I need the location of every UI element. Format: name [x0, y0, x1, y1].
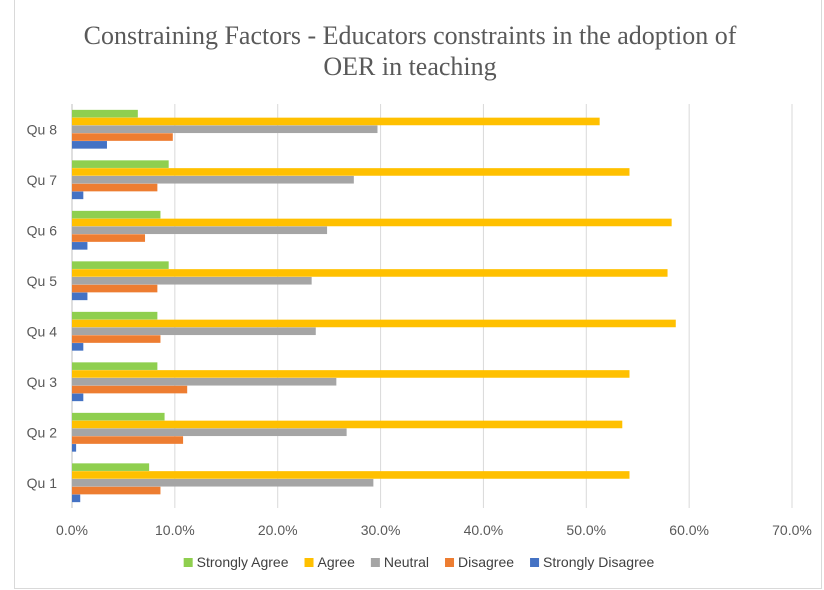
legend-item: Strongly Disagree: [530, 554, 655, 570]
bar-strongly-agree: [72, 261, 169, 269]
bar-strongly-disagree: [72, 191, 84, 200]
bar-neutral: [72, 276, 312, 285]
x-tick-label: 70.0%: [772, 522, 812, 538]
legend-label: Disagree: [458, 554, 514, 570]
bar-strongly-disagree: [72, 494, 81, 503]
legend-swatch: [183, 558, 193, 567]
legend-label: Strongly Disagree: [543, 554, 654, 570]
bar-neutral: [72, 125, 378, 134]
x-tick-label: 50.0%: [566, 522, 606, 538]
legend-swatch: [445, 558, 455, 567]
legend-item: Strongly Agree: [183, 554, 289, 570]
legend-swatch: [304, 558, 314, 567]
legend-item: Neutral: [370, 554, 429, 570]
y-tick-label: Qu 7: [27, 172, 58, 188]
bar-neutral: [72, 226, 328, 235]
bar-agree: [72, 471, 630, 479]
gridlines: [71, 104, 793, 508]
bar-disagree: [72, 486, 161, 495]
bar-agree: [72, 420, 623, 429]
bar-disagree: [72, 385, 188, 394]
bar-neutral: [72, 377, 337, 386]
chart-title: Constraining Factors - Educators constra…: [83, 21, 737, 81]
bar-agree: [72, 168, 630, 176]
bar-agree: [72, 269, 668, 277]
legend-item: Agree: [304, 554, 356, 570]
bar-strongly-disagree: [72, 444, 77, 452]
bar-strongly-agree: [72, 412, 165, 421]
legend: Strongly Agree Agree Neutral Disagree Strong…: [183, 554, 655, 570]
legend-label: Strongly Agree: [197, 554, 289, 570]
y-tick-label: Qu 4: [27, 323, 58, 339]
legend-label: Agree: [318, 554, 356, 570]
x-tick-label: 20.0%: [258, 522, 298, 538]
bar-agree: [72, 319, 676, 328]
bar-strongly-agree: [72, 109, 138, 118]
bar-neutral: [72, 428, 347, 437]
bar-agree: [72, 370, 630, 378]
y-tick-label: Qu 5: [27, 273, 58, 289]
bar-neutral: [72, 327, 316, 336]
x-axis-ticks: 0.0% 10.0% 20.0% 30.0% 40.0% 50.0% 60.0% 70.0%: [56, 522, 812, 538]
x-tick-label: 0.0%: [56, 522, 88, 538]
bar-disagree: [72, 335, 161, 343]
bar-disagree: [72, 284, 158, 293]
bar-strongly-agree: [72, 160, 169, 168]
y-tick-label: Qu 8: [27, 121, 58, 137]
bar-strongly-disagree: [72, 393, 84, 402]
legend-swatch: [370, 558, 380, 567]
bar-strongly-disagree: [72, 292, 88, 301]
bar-neutral: [72, 175, 354, 184]
bar-strongly-disagree: [72, 242, 88, 250]
bar-agree: [72, 117, 600, 126]
bar-strongly-agree: [72, 463, 150, 471]
legend-label: Neutral: [384, 554, 429, 570]
legend-swatch: [530, 558, 540, 567]
y-axis-ticks: Qu 1 Qu 2 Qu 3 Qu 4 Qu 5 Qu 6 Qu 7 Qu 8: [27, 121, 58, 491]
bar-disagree: [72, 436, 184, 444]
y-tick-label: Qu 3: [27, 374, 58, 390]
bar-disagree: [72, 133, 173, 141]
bar-strongly-agree: [72, 362, 158, 370]
bar-strongly-agree: [72, 210, 161, 219]
legend-item: Disagree: [445, 554, 514, 570]
x-tick-label: 10.0%: [155, 522, 195, 538]
x-tick-label: 30.0%: [361, 522, 401, 538]
bar-neutral: [72, 478, 374, 487]
bar-disagree: [72, 234, 146, 242]
bars: [72, 109, 676, 503]
y-tick-label: Qu 2: [27, 424, 58, 440]
bar-strongly-disagree: [72, 141, 107, 149]
x-tick-label: 40.0%: [464, 522, 504, 538]
bar-strongly-agree: [72, 311, 158, 320]
y-tick-label: Qu 6: [27, 222, 58, 238]
bar-agree: [72, 218, 672, 227]
bar-strongly-disagree: [72, 343, 84, 351]
bar-disagree: [72, 183, 158, 192]
x-tick-label: 60.0%: [669, 522, 709, 538]
y-tick-label: Qu 1: [27, 475, 58, 491]
